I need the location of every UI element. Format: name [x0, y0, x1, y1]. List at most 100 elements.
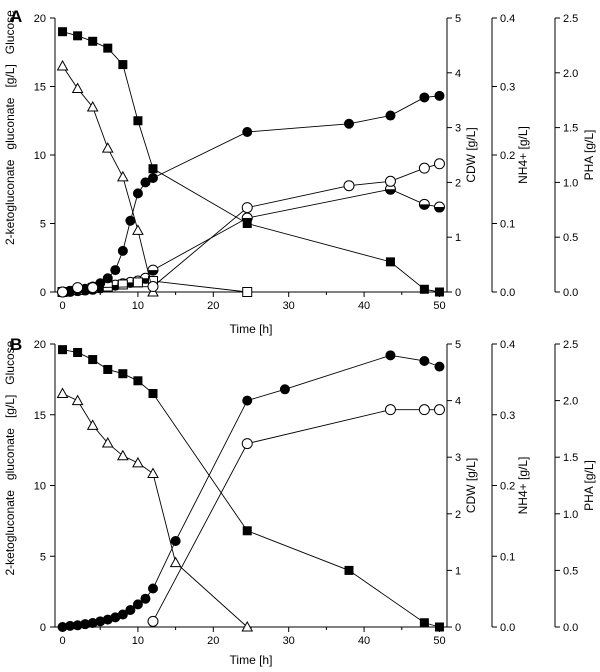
panel-b-glucose-point: [88, 355, 98, 365]
panel-a-nh4--point: [132, 224, 144, 235]
panel-b-cdw-point: [148, 583, 158, 594]
panel-a-gluconate-point: [433, 201, 445, 213]
panel-a-x-tick-label: 10: [132, 300, 144, 312]
panel-a-x-tick-label: 50: [433, 300, 445, 312]
panel-a-pha-tick-label: 2.5: [563, 13, 578, 25]
panel-a-pha-point: [343, 180, 355, 192]
panel-a-cdw-tick-label: 4: [455, 68, 461, 80]
panel-a-x-tick-label: 30: [283, 300, 295, 312]
panel-a-cdw-point: [125, 215, 136, 226]
panel-b-cdw-point: [87, 618, 98, 629]
panel-b-x-tick-label: 0: [59, 635, 65, 647]
panel-b-nh4-tick-label: 0.4: [500, 339, 515, 351]
panel-a-left-tick-label: 5: [40, 219, 46, 231]
panel-a-cdw-tick-label: 0: [455, 287, 461, 299]
panel-a-x-label: Time [h]: [230, 322, 273, 336]
panel-a-left-label-part: 2-ketogluconate: [3, 159, 17, 245]
panel-b-cdw-axis-label: CDW [g/L]: [464, 458, 478, 513]
panel-b-left-label-part: [g/L]: [3, 395, 17, 418]
panel-a-cdw-point: [385, 110, 396, 121]
panel-a-left-label-part: Glucose: [3, 10, 17, 54]
panel-b-cdw-point: [80, 619, 91, 630]
panel-b-glucose-point: [419, 618, 429, 628]
panel-b-glucose-point: [344, 565, 354, 575]
panel-b-cdw-point: [102, 614, 113, 625]
panel-a-nh4-axis-label: NH4+ [g/L]: [516, 126, 530, 184]
panel-b-cdw-tick-label: 5: [455, 339, 461, 351]
panel-a-glucose-point: [385, 257, 395, 267]
panel-a-nh4--point: [86, 101, 99, 112]
panel-a-cdw-point: [102, 273, 113, 284]
panel-a-glucose-point: [118, 60, 128, 70]
panel-b-left-label-part: Glucose: [3, 340, 17, 384]
panel-a-pha-point: [433, 158, 445, 170]
panel-b-nh4--point: [101, 437, 114, 448]
panel-b-x-tick-label: 40: [358, 635, 370, 647]
panel-b-cdw-point: [57, 622, 68, 632]
panel-b-glucose-point: [148, 389, 158, 399]
panel-b-x-label: Time [h]: [230, 653, 273, 667]
panel-b-left-label-part: gluconate: [3, 428, 17, 480]
panel-a-pha-point: [241, 202, 253, 214]
panel-b-pha-tick-label: 0.0: [563, 622, 578, 634]
panel-b-glucose-point: [73, 347, 83, 357]
panel-b-glucose-point: [58, 345, 68, 355]
panel-b-cdw-point: [72, 620, 83, 631]
panel-b-nh4-tick-label: 0.3: [500, 410, 515, 422]
panel-b-pha-tick-label: 1.5: [563, 452, 578, 464]
panel-b-glucose-point: [434, 622, 444, 632]
panel-b-nh4--point: [147, 467, 159, 478]
panel-a-2-ketogluconate-point: [132, 277, 143, 288]
panel-b-left-tick-label: 0: [40, 622, 46, 634]
panel-b-x-tick-label: 50: [433, 635, 445, 647]
panel-a-cdw-point: [242, 126, 253, 137]
panel-b-cdw-point: [242, 395, 253, 406]
panel-a-cdw-tick-label: 3: [455, 123, 461, 135]
panel-b-cdw-tick-label: 0: [455, 622, 461, 634]
panel-b-cdw-point: [132, 599, 143, 610]
panel-b-cdw-tick-label: 1: [455, 565, 461, 577]
panel-a-cdw-line: [62, 95, 440, 293]
panel-a-gluconate-point: [147, 264, 159, 276]
panel-a-pha-tick-label: 1.0: [563, 177, 578, 189]
panel-a-nh4-tick-label: 0.1: [500, 219, 515, 231]
panel-b-pha-axis-label: PHA [g/L]: [582, 460, 596, 511]
panel-b-cdw-point: [65, 620, 76, 631]
panel-a-x-tick-label: 0: [59, 300, 65, 312]
panel-a-pha-point: [57, 286, 69, 298]
panel-b-cdw-tick-label: 3: [455, 452, 461, 464]
panel-b-pha-tick-label: 2.5: [563, 339, 578, 351]
panel-b-nh4--point: [116, 449, 129, 461]
panel-b-pha-point: [241, 438, 253, 450]
panel-a-nh4-tick-label: 0.3: [500, 82, 515, 94]
panel-b-left-tick-label: 10: [34, 481, 46, 493]
panel-b-cdw-point: [419, 355, 430, 366]
panel-b-cdw-point: [279, 384, 290, 395]
panel-a-x-tick-label: 40: [358, 300, 370, 312]
panel-a-nh4--point: [71, 82, 84, 94]
panel-a-left-tick-label: 10: [34, 150, 46, 162]
panel-a-cdw-axis-label: CDW [g/L]: [464, 127, 478, 182]
panel-a-glucose-point: [133, 116, 143, 126]
panel-a-cdw-point: [140, 177, 151, 188]
panel-b-cdw-line: [62, 354, 440, 628]
panel-a-pha-point: [384, 175, 396, 187]
panel-a-gluconate-point: [241, 212, 253, 224]
panel-a-glucose-point: [148, 164, 158, 174]
panel-a-cdw-point: [148, 173, 158, 184]
panel-a-pha-point: [72, 282, 84, 294]
panel-b-cdw-point: [140, 593, 151, 604]
panel-a-glucose-point: [73, 31, 83, 41]
panel-a-nh4--point: [101, 142, 114, 153]
panel-b-pha-tick-label: 0.5: [563, 565, 578, 577]
panel-b-x-tick-label: 20: [207, 635, 219, 647]
panel-a-pha-tick-label: 0.0: [563, 287, 578, 299]
panel-a-cdw-tick-label: 1: [455, 232, 461, 244]
panel-b-nh4-tick-label: 0.2: [500, 481, 515, 493]
panel-a-left-tick-label: 0: [40, 287, 46, 299]
panel-b-glucose-line: [62, 349, 440, 628]
panel-b-cdw-point: [170, 535, 181, 546]
panel-a-pha-tick-label: 1.5: [563, 123, 578, 135]
panel-b-left-axis-label: 2-ketogluconate gluconate [g/L] Glucose: [3, 340, 17, 575]
panel-a-left-label-part: [g/L]: [3, 64, 17, 87]
